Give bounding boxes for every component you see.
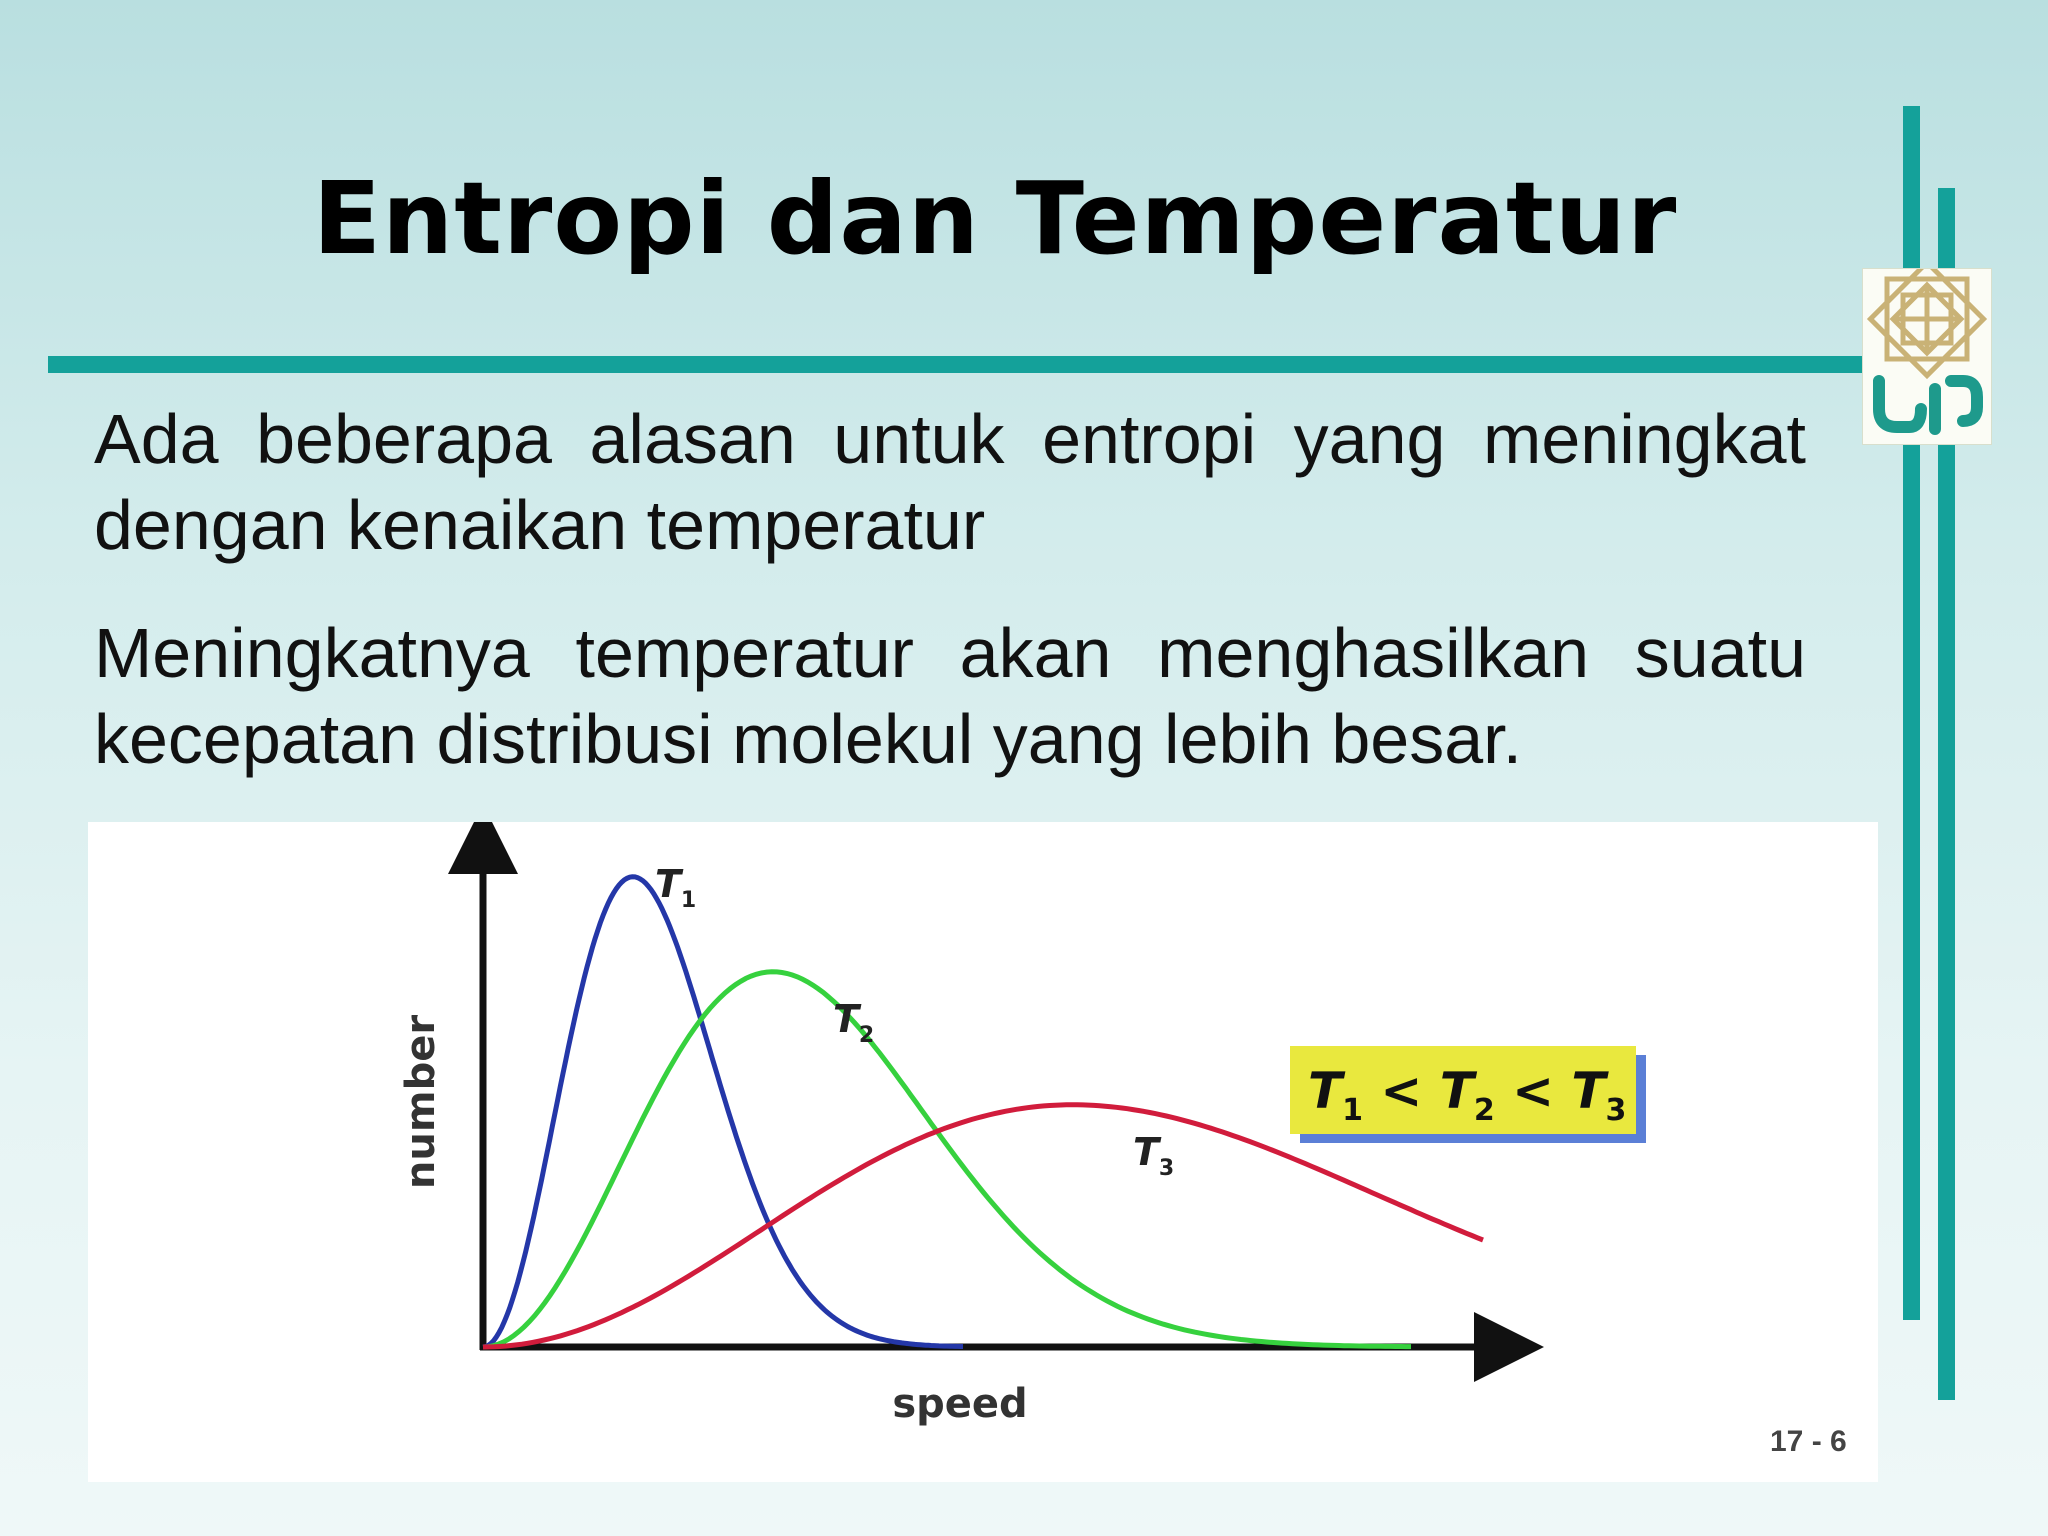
annotation-symbol: T <box>1440 1062 1478 1120</box>
annotation-symbol: T <box>1308 1062 1346 1120</box>
series-label-T3: T3 <box>1133 1130 1174 1181</box>
slide-title: Entropi dan Temperatur <box>312 160 1678 277</box>
temperature-order-annotation: T1 < T2 < T3 <box>1290 1046 1646 1143</box>
series-label-T1: T1 <box>655 862 696 913</box>
series-labels: T1 T2 T3 <box>655 862 1174 1181</box>
annotation-subscript: 2 <box>1474 1093 1495 1128</box>
university-logo: uin <box>1862 258 1992 445</box>
logo-text: uin <box>1926 440 1928 442</box>
series-line-T1 <box>482 874 963 1350</box>
annotation-operator: < <box>1363 1062 1440 1120</box>
temperature-order-text: T1 < T2 < T3 <box>1308 1062 1626 1128</box>
series-label-T2: T2 <box>833 997 874 1048</box>
annotation-subscript: 3 <box>1606 1093 1627 1128</box>
annotation-subscript: 1 <box>1342 1093 1363 1128</box>
annotation-symbol: T <box>1571 1062 1609 1120</box>
speed-distribution-figure: number speed T1 T2 T3 T1 < T2 < T3 <box>88 822 1878 1482</box>
slide-number: 17 - 6 <box>1770 1425 1847 1458</box>
series-line-T2 <box>482 969 1411 1350</box>
paragraph-1: Ada beberapa alasan untuk entropi yang m… <box>94 400 1806 564</box>
uin-logo-icon: uin <box>1866 258 1988 442</box>
paragraph-2: Meningkatnya temperatur akan menghasilka… <box>94 614 1806 778</box>
series-curves <box>482 874 1484 1350</box>
annotation-operator: < <box>1495 1062 1572 1120</box>
y-axis-label: number <box>398 1015 444 1189</box>
x-axis-label: speed <box>892 1381 1027 1427</box>
series-line-T3 <box>482 1102 1484 1350</box>
vertical-accent-bar-right <box>1938 188 1955 1400</box>
title-divider <box>48 356 1870 373</box>
